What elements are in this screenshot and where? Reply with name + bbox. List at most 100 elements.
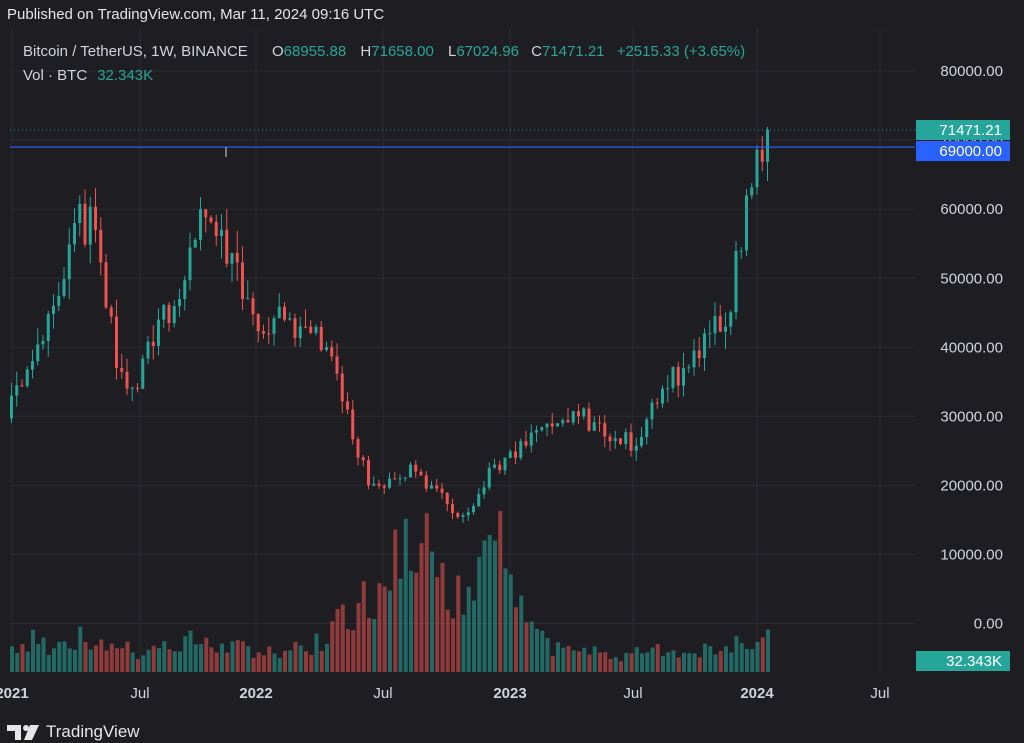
volume-bar (456, 575, 461, 672)
volume-bar (571, 650, 576, 672)
volume-bar (188, 630, 193, 672)
volume-bar (598, 652, 602, 672)
candle (561, 417, 565, 427)
y-tick-label: 80000.00 (940, 63, 1003, 80)
volume-bar (146, 649, 151, 672)
volume-bar (167, 649, 172, 672)
volume-bar (577, 651, 581, 672)
candle (619, 438, 622, 446)
candle (288, 312, 292, 321)
volume-bar (20, 644, 25, 672)
candle (634, 437, 638, 461)
candle (172, 300, 176, 328)
candle (435, 478, 439, 493)
candle (283, 302, 286, 322)
volume-bar (83, 642, 88, 672)
volume-bar (755, 641, 760, 672)
volume-bar (477, 556, 482, 672)
y-tick-label: 40000.00 (940, 339, 1003, 356)
volume-bar (461, 614, 466, 672)
volume-bar (62, 641, 67, 672)
candle (78, 195, 82, 237)
candle (550, 413, 554, 435)
volume-bar (676, 657, 681, 672)
open-value: 68955.88 (284, 43, 347, 60)
volume-bar (403, 518, 408, 672)
volume-bar (52, 648, 56, 672)
candle (608, 433, 612, 451)
candle (277, 293, 281, 319)
candle (440, 482, 444, 499)
volume-bar (293, 641, 298, 672)
candle (351, 399, 355, 445)
volume-bar (340, 604, 345, 672)
candle (687, 364, 691, 374)
candle (120, 353, 124, 379)
candle (309, 320, 313, 335)
volume-bar (398, 578, 403, 672)
candle (162, 303, 166, 329)
volume-bar (472, 600, 476, 672)
volume-bar (640, 653, 644, 672)
volume-bar (109, 643, 114, 672)
volume-bar (661, 655, 665, 672)
y-tick-label: 30000.00 (940, 408, 1003, 425)
candle (361, 454, 365, 467)
volume-bar (204, 637, 209, 672)
brand-name: TradingView (46, 722, 140, 741)
volume-bar (325, 643, 329, 672)
candle (319, 321, 323, 352)
volume-bar (367, 617, 371, 672)
candle (708, 320, 712, 349)
candle (382, 483, 386, 495)
volume-bar (430, 551, 434, 672)
candle (204, 209, 208, 233)
volume-bar (178, 651, 182, 672)
volume-bar (671, 650, 676, 672)
volume-bar (382, 586, 387, 672)
candle (697, 337, 701, 368)
candle (262, 324, 265, 339)
volume-bar (503, 568, 508, 672)
high-value: 71658.00 (371, 43, 434, 60)
volume-bar (199, 644, 203, 672)
volume-bar (545, 637, 550, 672)
volume-bar (67, 648, 72, 672)
candle (188, 232, 192, 291)
candle (220, 214, 223, 259)
volume-bar (235, 640, 240, 672)
candle (346, 392, 349, 415)
volume-bar (157, 648, 161, 672)
candle (766, 126, 769, 181)
svg-text:71471.21: 71471.21 (939, 122, 1002, 139)
candle (755, 145, 759, 195)
volume-bar (514, 607, 518, 672)
volume-bar (393, 529, 398, 672)
volume-bar (241, 641, 245, 672)
candle (409, 461, 412, 478)
volume-bar (388, 590, 392, 672)
candle (246, 280, 250, 300)
candle (703, 328, 706, 371)
volume-bar (130, 652, 135, 672)
volume-bar (214, 652, 219, 672)
candle (482, 480, 486, 499)
volume-bar (634, 647, 639, 672)
candle (388, 472, 391, 490)
candle (136, 382, 139, 393)
volume-bar (41, 637, 46, 672)
volume-bar (414, 572, 419, 672)
volume-bar (372, 618, 377, 672)
svg-text:32.343K: 32.343K (946, 653, 1002, 670)
volume-bar (603, 652, 608, 672)
volume-bar (304, 651, 308, 672)
volume-bar (230, 641, 235, 672)
candle (167, 301, 171, 332)
y-tick-label: 10000.00 (940, 546, 1003, 563)
candle (624, 428, 628, 450)
last-price-badge: 71471.21 (916, 119, 1010, 140)
candle (545, 423, 549, 437)
volume-bar (703, 643, 707, 672)
candle (498, 460, 502, 474)
